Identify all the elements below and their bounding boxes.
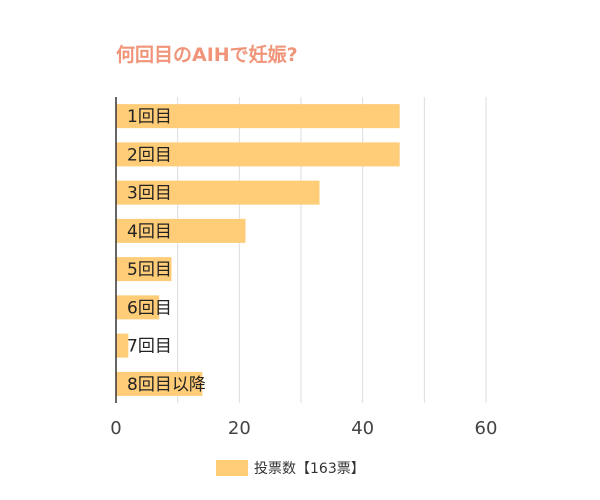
axes: 0 20 40 60 xyxy=(110,97,497,439)
bar[interactable] xyxy=(116,104,400,129)
chart-title: 何回目のAIHで妊娠? xyxy=(116,44,298,66)
category-labels: 1回目 2回目 3回目 4回目 5回目 6回目 7回目 8回目以降 xyxy=(127,107,206,395)
x-tick-label: 0 xyxy=(110,418,121,439)
category-label: 4回目 xyxy=(127,222,172,242)
category-label: 6回目 xyxy=(127,298,172,318)
category-label: 8回目以降 xyxy=(127,375,206,395)
bar[interactable] xyxy=(116,295,160,320)
legend-label: 投票数【163票】 xyxy=(254,461,365,477)
legend-swatch xyxy=(216,460,248,476)
category-label: 2回目 xyxy=(127,145,172,165)
category-label: 3回目 xyxy=(127,184,172,204)
bar[interactable] xyxy=(116,218,246,243)
category-label: 7回目 xyxy=(127,337,172,357)
bar[interactable] xyxy=(116,142,400,167)
category-label: 1回目 xyxy=(127,107,172,127)
bars xyxy=(116,104,400,396)
category-label: 5回目 xyxy=(127,260,172,280)
bar[interactable] xyxy=(116,257,172,282)
x-tick-label: 20 xyxy=(228,418,251,439)
legend[interactable]: 投票数【163票】 xyxy=(216,458,365,478)
gridlines xyxy=(177,97,487,403)
bar[interactable] xyxy=(116,180,320,205)
x-tick-label: 60 xyxy=(475,418,498,439)
x-tick-label: 40 xyxy=(351,418,374,439)
bar[interactable] xyxy=(116,371,203,396)
bar[interactable] xyxy=(116,333,129,358)
